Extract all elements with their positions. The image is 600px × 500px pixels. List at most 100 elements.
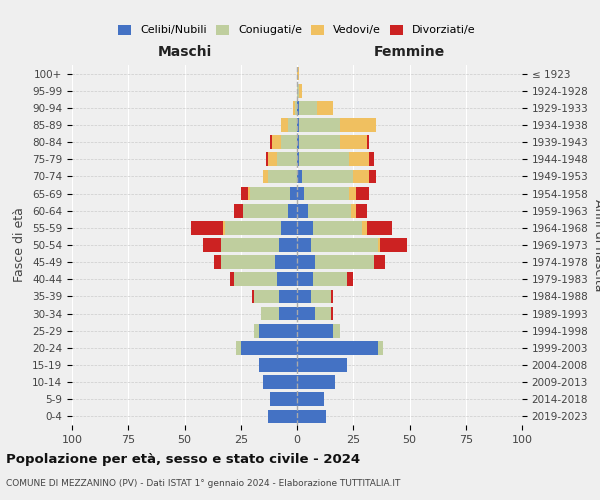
Bar — [297, 221, 313, 234]
Bar — [297, 290, 311, 304]
Bar — [234, 272, 277, 286]
Bar — [288, 204, 297, 218]
Bar — [288, 118, 297, 132]
Bar — [277, 152, 297, 166]
Bar — [241, 186, 248, 200]
Bar — [243, 204, 288, 218]
Bar — [279, 238, 297, 252]
Bar — [248, 186, 250, 200]
Bar — [259, 324, 297, 338]
Bar — [203, 238, 221, 252]
Bar — [297, 238, 311, 252]
Bar — [297, 272, 313, 286]
Bar — [259, 358, 297, 372]
Bar — [261, 306, 279, 320]
Bar — [254, 324, 259, 338]
Bar — [299, 152, 349, 166]
Bar — [295, 101, 297, 114]
Bar — [369, 170, 376, 183]
Bar — [297, 101, 299, 114]
Y-axis label: Fasce di età: Fasce di età — [13, 208, 26, 282]
Bar — [299, 118, 340, 132]
Bar — [297, 84, 299, 98]
Bar — [279, 290, 297, 304]
Text: COMUNE DI MEZZANINO (PV) - Dati ISTAT 1° gennaio 2024 - Elaborazione TUTTITALIA.: COMUNE DI MEZZANINO (PV) - Dati ISTAT 1°… — [6, 479, 400, 488]
Bar — [347, 272, 353, 286]
Bar — [290, 186, 297, 200]
Bar — [367, 136, 369, 149]
Bar — [252, 290, 254, 304]
Bar — [272, 136, 281, 149]
Bar — [304, 186, 349, 200]
Bar — [373, 256, 385, 269]
Bar — [302, 170, 353, 183]
Bar — [297, 152, 299, 166]
Bar — [297, 358, 347, 372]
Bar — [299, 101, 317, 114]
Bar — [250, 186, 290, 200]
Bar — [281, 221, 297, 234]
Bar — [333, 324, 340, 338]
Bar — [313, 221, 362, 234]
Bar — [353, 170, 369, 183]
Bar — [270, 392, 297, 406]
Bar — [191, 221, 223, 234]
Y-axis label: Anni di nascita: Anni di nascita — [592, 198, 600, 291]
Bar — [265, 152, 268, 166]
Text: Maschi: Maschi — [157, 45, 212, 59]
Bar — [351, 204, 355, 218]
Bar — [241, 341, 297, 354]
Bar — [297, 376, 335, 389]
Bar — [221, 256, 275, 269]
Bar — [281, 118, 288, 132]
Bar — [315, 256, 373, 269]
Bar — [297, 136, 299, 149]
Bar — [225, 221, 281, 234]
Text: Femmine: Femmine — [374, 45, 445, 59]
Bar — [317, 101, 333, 114]
Bar — [362, 221, 367, 234]
Bar — [268, 152, 277, 166]
Bar — [299, 84, 302, 98]
Bar — [331, 290, 333, 304]
Bar — [340, 136, 367, 149]
Bar — [297, 66, 299, 80]
Bar — [297, 204, 308, 218]
Bar — [311, 290, 331, 304]
Bar — [229, 272, 234, 286]
Bar — [236, 341, 241, 354]
Bar — [297, 118, 299, 132]
Bar — [275, 256, 297, 269]
Bar — [380, 238, 407, 252]
Bar — [340, 118, 376, 132]
Text: Popolazione per età, sesso e stato civile - 2024: Popolazione per età, sesso e stato civil… — [6, 452, 360, 466]
Bar — [331, 306, 333, 320]
Bar — [378, 341, 383, 354]
Bar — [315, 306, 331, 320]
Legend: Celibi/Nubili, Coniugati/e, Vedovi/e, Divorziati/e: Celibi/Nubili, Coniugati/e, Vedovi/e, Di… — [114, 20, 480, 40]
Bar — [279, 306, 297, 320]
Bar — [297, 392, 324, 406]
Bar — [297, 306, 315, 320]
Bar — [308, 204, 351, 218]
Bar — [293, 101, 295, 114]
Bar — [263, 170, 268, 183]
Bar — [268, 410, 297, 424]
Bar — [297, 410, 326, 424]
Bar — [349, 152, 369, 166]
Bar — [221, 238, 279, 252]
Bar — [270, 136, 272, 149]
Bar — [214, 256, 221, 269]
Bar — [297, 186, 304, 200]
Bar — [311, 238, 378, 252]
Bar — [355, 204, 367, 218]
Bar — [297, 324, 333, 338]
Bar — [378, 238, 380, 252]
Bar — [268, 170, 297, 183]
Bar — [223, 221, 225, 234]
Bar — [367, 221, 392, 234]
Bar — [297, 256, 315, 269]
Bar — [234, 204, 243, 218]
Bar — [254, 290, 279, 304]
Bar — [297, 341, 378, 354]
